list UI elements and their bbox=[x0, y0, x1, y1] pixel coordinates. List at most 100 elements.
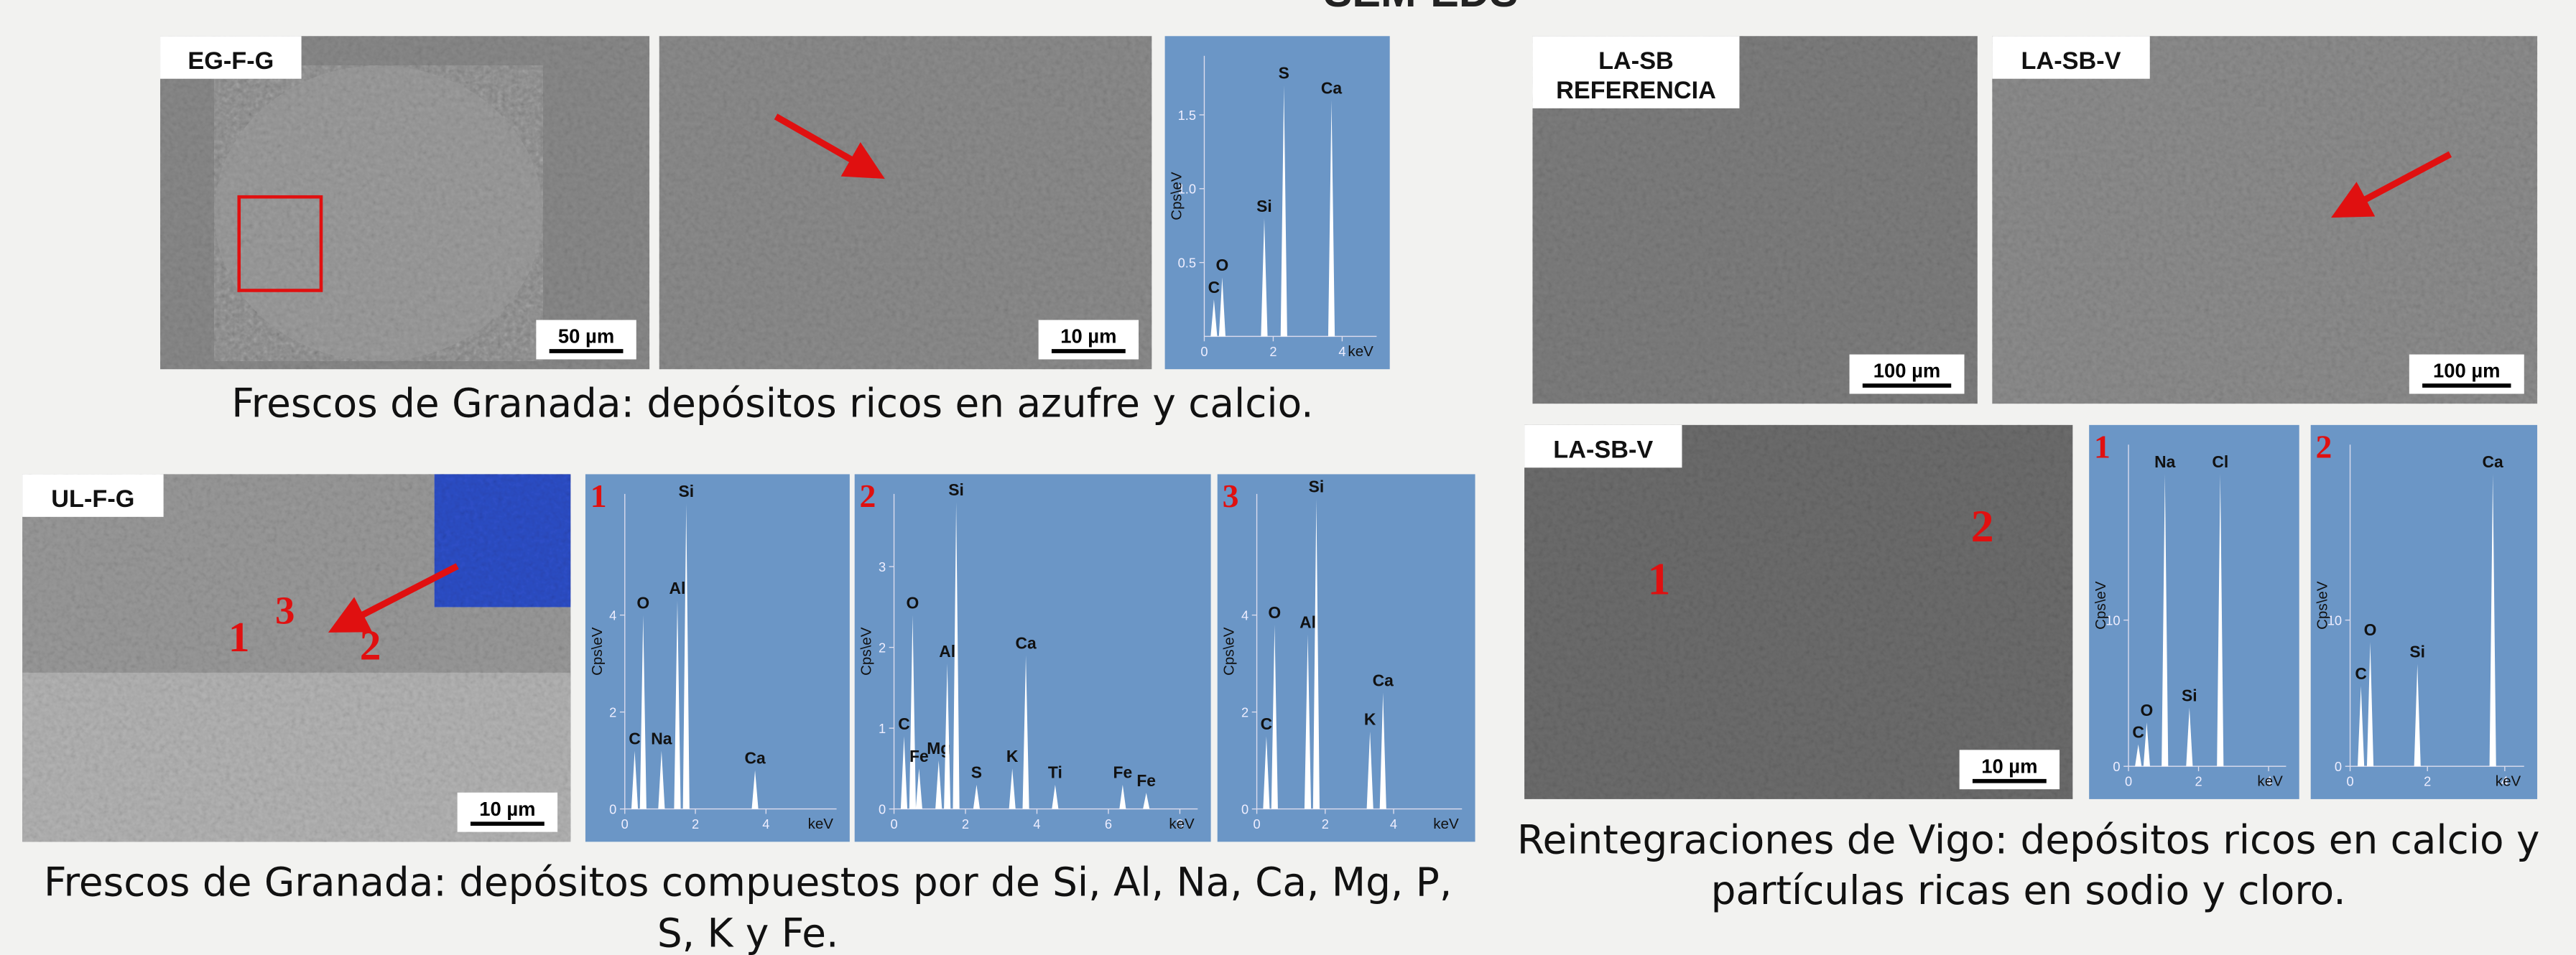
slide: SEM-EDS EG-F-G50 µm10 µmUL-F-G10 µm132LA… bbox=[0, 0, 2576, 955]
x-tick-label: 6 bbox=[1105, 816, 1112, 831]
x-tick-label: 4 bbox=[762, 816, 769, 831]
spectrum-bg bbox=[2089, 425, 2299, 799]
spectrum-number: 2 bbox=[860, 478, 876, 514]
x-tick-label: 0 bbox=[890, 816, 897, 831]
x-axis-label: keV bbox=[1433, 816, 1459, 832]
marker-number: 2 bbox=[360, 622, 381, 669]
peak-label: Na bbox=[651, 729, 672, 747]
peak-label: S bbox=[1279, 64, 1289, 83]
y-axis-label: Cps\eV bbox=[589, 627, 606, 676]
peak-label: Ca bbox=[2483, 452, 2503, 471]
x-axis-label: keV bbox=[1169, 816, 1195, 832]
y-tick-label: 0 bbox=[879, 801, 886, 816]
image-label: LA-SB bbox=[1598, 47, 1674, 75]
x-tick-label: 0 bbox=[621, 816, 629, 831]
x-tick-label: 4 bbox=[1033, 816, 1040, 831]
peak-label: O bbox=[907, 593, 919, 612]
sem-image bbox=[1992, 36, 2537, 404]
image-label: LA-SB-V bbox=[2021, 47, 2121, 75]
y-tick-label: 2 bbox=[879, 640, 886, 655]
x-axis-label: keV bbox=[2257, 773, 2283, 790]
peak-label: Al bbox=[670, 579, 686, 597]
marker-number: 3 bbox=[275, 588, 295, 632]
marker-number: 1 bbox=[1647, 553, 1670, 604]
x-tick-label: 0 bbox=[1200, 344, 1208, 359]
image-label: REFERENCIA bbox=[1556, 77, 1716, 104]
x-tick-label: 0 bbox=[2125, 774, 2132, 789]
peak-label: Ti bbox=[1048, 763, 1062, 782]
image-label: LA-SB-V bbox=[1553, 437, 1653, 464]
peak-label: C bbox=[629, 729, 641, 747]
y-axis-label: Cps\eV bbox=[2093, 581, 2109, 630]
peak-label: Ca bbox=[1015, 634, 1036, 653]
peak-label: Fe bbox=[1113, 763, 1133, 782]
peak-label: Si bbox=[678, 482, 694, 500]
map-inset bbox=[435, 474, 571, 607]
y-axis-label: Cps\eV bbox=[1168, 172, 1185, 220]
peak-label: Fe bbox=[1136, 771, 1156, 790]
scale-bar-label: 50 µm bbox=[558, 325, 614, 348]
peak-label: C bbox=[898, 714, 910, 733]
image-label: UL-F-G bbox=[51, 485, 134, 513]
y-axis-label: Cps\eV bbox=[2315, 581, 2331, 630]
peak-label: Na bbox=[2154, 452, 2175, 471]
marker-number: 2 bbox=[1971, 500, 1994, 551]
y-axis-label: Cps\eV bbox=[858, 627, 875, 676]
y-tick-label: 1 bbox=[879, 721, 886, 736]
y-tick-label: 0 bbox=[1241, 801, 1248, 816]
y-tick-label: 3 bbox=[879, 559, 886, 574]
peak-label: C bbox=[2355, 664, 2367, 683]
peak-label: Si bbox=[1256, 197, 1272, 215]
y-tick-label: 4 bbox=[1241, 607, 1248, 623]
spectrum-number: 3 bbox=[1223, 478, 1239, 514]
peak-label: O bbox=[636, 593, 649, 612]
x-tick-label: 2 bbox=[962, 816, 969, 831]
y-tick-label: 0 bbox=[2113, 759, 2120, 774]
peak-label: C bbox=[1261, 714, 1273, 733]
caption: Frescos de Granada: depósitos ricos en a… bbox=[231, 380, 1313, 426]
peak-label: Si bbox=[2409, 643, 2425, 661]
peak-label: Fe bbox=[909, 747, 929, 765]
y-tick-label: 1.5 bbox=[1178, 108, 1196, 123]
marker-number: 1 bbox=[228, 613, 250, 661]
x-tick-label: 0 bbox=[2346, 774, 2353, 789]
caption: Reintegraciones de Vigo: depósitos ricos… bbox=[1517, 816, 2540, 862]
x-tick-label: 4 bbox=[1338, 344, 1345, 359]
peak-label: Si bbox=[2182, 686, 2197, 705]
peak-label: Ca bbox=[1321, 78, 1342, 97]
scale-bar-label: 10 µm bbox=[1060, 325, 1116, 348]
peak-label: K bbox=[1006, 747, 1019, 765]
y-tick-label: 0 bbox=[2335, 759, 2342, 774]
peak-label: C bbox=[2132, 723, 2144, 742]
y-tick-label: 4 bbox=[609, 607, 616, 623]
scale-bar-label: 100 µm bbox=[2433, 360, 2501, 382]
peak-label: Cl bbox=[2212, 452, 2228, 471]
slide-title: SEM-EDS bbox=[1324, 0, 1519, 16]
sem-image bbox=[659, 36, 1152, 369]
sample-region bbox=[214, 65, 542, 360]
spectrum-bg bbox=[855, 474, 1211, 842]
image-label: EG-F-G bbox=[187, 47, 274, 75]
x-tick-label: 4 bbox=[1390, 816, 1397, 831]
peak-label: O bbox=[1216, 256, 1229, 274]
peak-label: O bbox=[1268, 603, 1281, 622]
y-axis-label: Cps\eV bbox=[1221, 627, 1238, 676]
peak-label: Ca bbox=[1373, 671, 1394, 689]
x-tick-label: 2 bbox=[2195, 774, 2202, 789]
spectrum-number: 1 bbox=[2094, 429, 2111, 465]
spectrum-bg bbox=[1165, 36, 1390, 369]
x-tick-label: 2 bbox=[692, 816, 699, 831]
y-tick-label: 2 bbox=[1241, 704, 1248, 719]
peak-label: Si bbox=[948, 480, 964, 499]
spectrum-bg bbox=[1218, 474, 1475, 842]
sem-image bbox=[1524, 425, 2072, 799]
spectrum-number: 1 bbox=[590, 478, 607, 514]
peak-label: O bbox=[2364, 620, 2377, 639]
y-tick-label: 0 bbox=[609, 801, 616, 816]
peak-label: K bbox=[1364, 709, 1376, 728]
caption: Frescos de Granada: depósitos compuestos… bbox=[44, 860, 1452, 905]
peak-label: S bbox=[971, 763, 982, 782]
x-axis-label: keV bbox=[1348, 343, 1373, 360]
scale-bar-label: 100 µm bbox=[1873, 360, 1941, 382]
spectrum-number: 2 bbox=[2316, 429, 2332, 465]
